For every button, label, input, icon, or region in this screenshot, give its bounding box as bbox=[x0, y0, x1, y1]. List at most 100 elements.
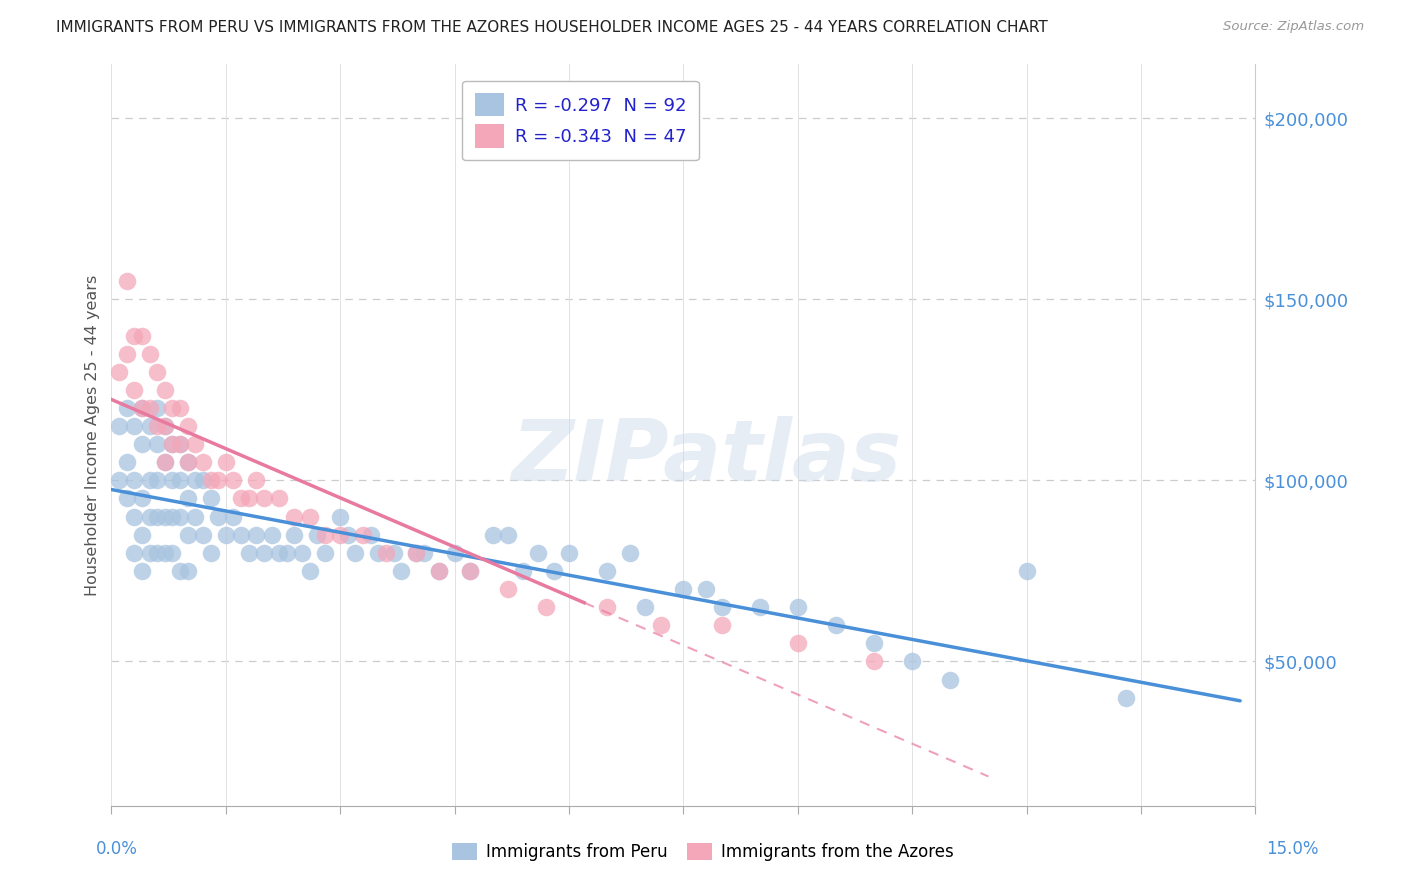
Point bbox=[124, 328, 146, 343]
Point bbox=[314, 527, 336, 541]
Point bbox=[115, 455, 138, 469]
Point bbox=[191, 474, 214, 488]
Point bbox=[191, 455, 214, 469]
Point bbox=[596, 600, 619, 615]
Point bbox=[901, 654, 924, 668]
Point bbox=[382, 546, 405, 560]
Point bbox=[512, 564, 534, 578]
Point bbox=[131, 564, 153, 578]
Point bbox=[558, 546, 581, 560]
Point bbox=[146, 419, 169, 434]
Point bbox=[710, 600, 733, 615]
Point bbox=[207, 509, 229, 524]
Point bbox=[427, 564, 450, 578]
Text: Source: ZipAtlas.com: Source: ZipAtlas.com bbox=[1223, 20, 1364, 33]
Point bbox=[176, 491, 198, 506]
Point bbox=[200, 491, 222, 506]
Point bbox=[939, 673, 962, 687]
Point bbox=[825, 618, 848, 632]
Point bbox=[138, 546, 160, 560]
Point bbox=[169, 509, 191, 524]
Legend: R = -0.297  N = 92, R = -0.343  N = 47: R = -0.297 N = 92, R = -0.343 N = 47 bbox=[463, 80, 699, 161]
Point bbox=[131, 328, 153, 343]
Point bbox=[336, 527, 359, 541]
Point bbox=[169, 401, 191, 415]
Point bbox=[162, 401, 184, 415]
Text: 15.0%: 15.0% bbox=[1267, 840, 1319, 858]
Point bbox=[405, 546, 427, 560]
Point bbox=[146, 474, 169, 488]
Point bbox=[184, 437, 207, 451]
Point bbox=[1015, 564, 1038, 578]
Legend: Immigrants from Peru, Immigrants from the Azores: Immigrants from Peru, Immigrants from th… bbox=[446, 836, 960, 868]
Point bbox=[162, 546, 184, 560]
Point bbox=[169, 474, 191, 488]
Point bbox=[222, 509, 245, 524]
Point bbox=[307, 527, 329, 541]
Text: IMMIGRANTS FROM PERU VS IMMIGRANTS FROM THE AZORES HOUSEHOLDER INCOME AGES 25 - : IMMIGRANTS FROM PERU VS IMMIGRANTS FROM … bbox=[56, 20, 1047, 35]
Point bbox=[124, 419, 146, 434]
Point bbox=[191, 527, 214, 541]
Point bbox=[153, 455, 176, 469]
Point bbox=[710, 618, 733, 632]
Point bbox=[863, 636, 886, 650]
Point bbox=[146, 401, 169, 415]
Point bbox=[229, 527, 252, 541]
Point bbox=[108, 474, 131, 488]
Point bbox=[496, 582, 519, 596]
Point bbox=[389, 564, 412, 578]
Point bbox=[245, 474, 267, 488]
Point bbox=[153, 455, 176, 469]
Point bbox=[650, 618, 672, 632]
Point bbox=[153, 546, 176, 560]
Point bbox=[329, 527, 352, 541]
Point bbox=[253, 491, 276, 506]
Point bbox=[138, 347, 160, 361]
Point bbox=[672, 582, 695, 596]
Point bbox=[138, 401, 160, 415]
Point bbox=[153, 419, 176, 434]
Point bbox=[108, 365, 131, 379]
Point bbox=[375, 546, 398, 560]
Point bbox=[131, 401, 153, 415]
Point bbox=[1115, 690, 1137, 705]
Point bbox=[427, 564, 450, 578]
Point bbox=[291, 546, 314, 560]
Point bbox=[298, 509, 321, 524]
Point bbox=[283, 527, 305, 541]
Point bbox=[260, 527, 283, 541]
Point bbox=[695, 582, 717, 596]
Text: 0.0%: 0.0% bbox=[96, 840, 138, 858]
Point bbox=[269, 491, 291, 506]
Point bbox=[276, 546, 298, 560]
Point bbox=[619, 546, 641, 560]
Point bbox=[124, 383, 146, 397]
Point bbox=[405, 546, 427, 560]
Point bbox=[162, 474, 184, 488]
Point bbox=[115, 401, 138, 415]
Point bbox=[124, 474, 146, 488]
Point bbox=[184, 509, 207, 524]
Point bbox=[169, 437, 191, 451]
Point bbox=[169, 564, 191, 578]
Point bbox=[200, 474, 222, 488]
Point bbox=[413, 546, 436, 560]
Point bbox=[748, 600, 770, 615]
Point bbox=[138, 509, 160, 524]
Point bbox=[131, 527, 153, 541]
Point bbox=[176, 564, 198, 578]
Y-axis label: Householder Income Ages 25 - 44 years: Householder Income Ages 25 - 44 years bbox=[86, 275, 100, 596]
Point bbox=[596, 564, 619, 578]
Point bbox=[115, 347, 138, 361]
Point bbox=[131, 491, 153, 506]
Point bbox=[222, 474, 245, 488]
Point bbox=[169, 437, 191, 451]
Point bbox=[360, 527, 382, 541]
Point bbox=[253, 546, 276, 560]
Point bbox=[153, 383, 176, 397]
Point bbox=[153, 509, 176, 524]
Point bbox=[176, 527, 198, 541]
Point bbox=[245, 527, 267, 541]
Point bbox=[786, 636, 808, 650]
Point bbox=[215, 527, 238, 541]
